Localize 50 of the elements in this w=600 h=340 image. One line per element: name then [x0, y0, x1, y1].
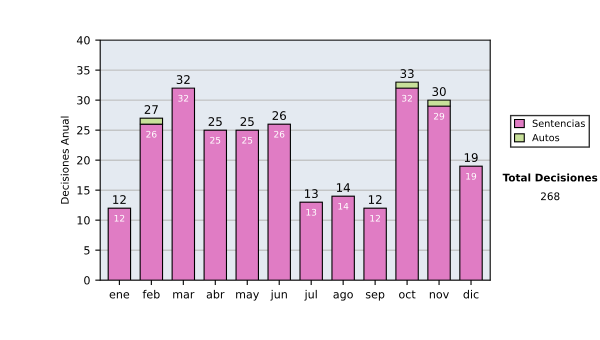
x-tick-label: sep: [366, 292, 384, 301]
data-label: 12: [370, 214, 380, 222]
y-tick-label: 25: [77, 126, 90, 135]
total-label: 30: [432, 87, 446, 96]
x-tick-label: jul: [304, 290, 317, 301]
x-tick-label: mar: [173, 292, 194, 298]
data-label: 14: [338, 202, 348, 210]
total-label: 25: [240, 117, 254, 126]
data-label: 13: [306, 208, 316, 216]
data-label: 25: [242, 136, 252, 144]
total-label: 19: [464, 153, 478, 162]
x-tick-label: nov: [430, 292, 449, 298]
text: 268: [541, 192, 560, 200]
total-label: 33: [400, 69, 414, 78]
y-tick-label: 15: [78, 186, 90, 195]
y-axis-title: Decisiones Anual: [60, 116, 69, 204]
y-tick-label: 30: [77, 96, 90, 105]
total-label: 12: [113, 195, 126, 204]
x-tick-label: oct: [399, 290, 416, 298]
y-tick-label: 20: [77, 156, 90, 165]
data-label: 32: [178, 94, 188, 102]
data-label: 12: [114, 214, 124, 222]
total-label: 25: [208, 117, 222, 126]
data-label: 26: [274, 130, 284, 138]
x-tick-label: feb: [142, 290, 160, 298]
x-tick-label: jun: [270, 290, 287, 301]
total-label: 26: [272, 111, 286, 120]
data-label: 25: [210, 136, 220, 144]
x-tick-label: dic: [464, 290, 478, 298]
data-label: 32: [402, 94, 412, 102]
total-label: 12: [368, 195, 382, 204]
x-tick-label: abr: [206, 290, 224, 298]
total-label: 13: [304, 189, 318, 198]
text: Total Decisiones: [502, 173, 598, 182]
y-tick-label: 40: [76, 36, 90, 44]
y-tick-label: 0: [84, 276, 90, 285]
data-label: 26: [146, 130, 157, 138]
total-label: 32: [176, 75, 190, 84]
legend-label: Autos: [532, 134, 560, 142]
x-tick-label: ago: [333, 292, 353, 301]
y-tick-label: 10: [78, 216, 90, 225]
total-label: 27: [144, 105, 158, 114]
y-tick-label: 35: [77, 66, 90, 75]
x-tick-label: may: [236, 292, 260, 301]
y-tick-label: 5: [84, 246, 90, 255]
data-label: 19: [466, 172, 476, 180]
x-tick-label: ene: [110, 292, 130, 298]
data-label: 29: [434, 112, 444, 120]
total-label: 14: [336, 183, 350, 192]
legend-label: Sentencias: [532, 119, 585, 128]
